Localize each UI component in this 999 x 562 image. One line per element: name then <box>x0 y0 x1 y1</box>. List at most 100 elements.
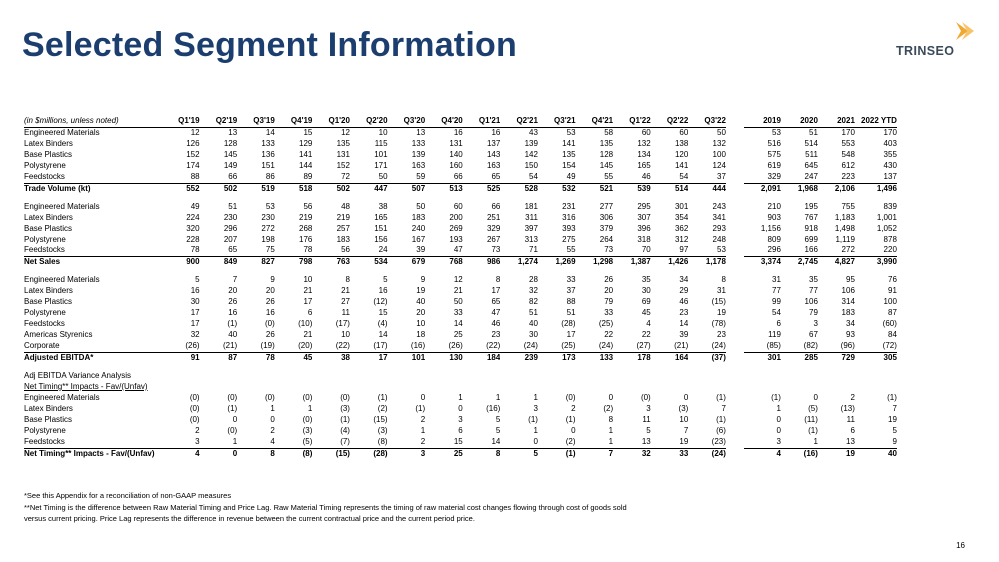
cell: (21) <box>222 341 238 351</box>
table-row: Engineered Materials 5 7 9 10 8 5 9 12 8 28 33 26 35 3… <box>24 275 897 286</box>
year-cell: 548 <box>841 149 855 159</box>
cell-gap <box>726 426 744 437</box>
cell: 152 <box>186 149 200 159</box>
cell: 1,178 <box>688 256 726 269</box>
cell: (8) <box>274 447 313 460</box>
cell: (1) <box>565 414 576 424</box>
year-cell: 3 <box>776 436 781 446</box>
cell: 25 <box>453 330 463 340</box>
cell: 362 <box>674 223 689 233</box>
cell: (21) <box>674 341 689 351</box>
cell-gap <box>726 330 744 341</box>
year-cell: 430 <box>883 160 897 170</box>
cell: 320 <box>186 223 200 233</box>
cell: (15) <box>711 297 726 307</box>
table-row: Base Plastics 30 26 26 17 27 (12) 40 50 65 82 88 79 6… <box>24 297 897 308</box>
cell: 35 <box>641 275 651 285</box>
cell: 178 <box>613 352 651 365</box>
cell: 243 <box>712 201 726 211</box>
year-cell: 2,091 <box>743 182 781 195</box>
cell: 17 <box>303 297 313 307</box>
cell: 40 <box>228 330 238 340</box>
cell: 230 <box>223 212 238 222</box>
cell: 100 <box>712 149 726 159</box>
cell: 50 <box>717 127 726 137</box>
year-cell: 314 <box>841 297 855 307</box>
cell: 12 <box>190 127 200 137</box>
cell: 56 <box>341 245 350 255</box>
cell: 4 <box>646 319 651 329</box>
cell: (23) <box>711 436 726 446</box>
year-cell: 903 <box>767 212 781 222</box>
cell-gap <box>726 172 744 183</box>
cell: 20 <box>265 286 275 296</box>
cell: 193 <box>449 234 463 244</box>
cell: 59 <box>416 171 426 181</box>
year-cell: (13) <box>840 403 855 413</box>
table-row: Latex Binders (0) (1) 1 1 (3) (2) (1) 0 (16) 3 2 (2)… <box>24 404 897 415</box>
cell: 136 <box>261 149 275 159</box>
year-cell: 170 <box>883 127 897 137</box>
cell: 0 <box>571 425 576 435</box>
cell: (8) <box>377 436 388 446</box>
cell: 10 <box>679 414 689 424</box>
page-number: 16 <box>956 541 965 550</box>
year-cell: 35 <box>809 275 818 285</box>
year-cell: 4 <box>743 447 781 460</box>
year-cell: (72) <box>882 341 897 351</box>
cell: 39 <box>679 330 689 340</box>
year-header: 2020 <box>780 116 818 128</box>
section-header: Adj EBITDA Variance Analysis <box>24 371 132 381</box>
cell: 128 <box>599 149 614 159</box>
cell: 18 <box>416 330 426 340</box>
row-label: Polystyrene <box>24 160 66 170</box>
year-cell: 645 <box>804 160 818 170</box>
cell: 46 <box>641 171 651 181</box>
year-cell: 11 <box>846 414 855 424</box>
year-cell: 223 <box>841 171 855 181</box>
row-label: Latex Binders <box>24 212 73 222</box>
cell: 78 <box>303 245 313 255</box>
cell: 10 <box>303 275 313 285</box>
cell: 7 <box>575 447 614 460</box>
cell: 293 <box>712 223 726 233</box>
cell: (1) <box>716 414 726 424</box>
cell: 4 <box>270 436 275 446</box>
row-label: Trade Volume (kt) <box>24 182 162 195</box>
cell: 97 <box>679 245 689 255</box>
year-cell: 878 <box>883 234 897 244</box>
cell: 86 <box>265 171 275 181</box>
cell: 60 <box>679 127 689 137</box>
cell: 0 <box>232 414 238 424</box>
row-label: Latex Binders <box>24 403 73 413</box>
cell: (24) <box>598 341 614 351</box>
cell: 23 <box>717 330 726 340</box>
year-cell: 7 <box>892 403 897 413</box>
cell-gap <box>726 224 744 235</box>
cell: 20 <box>604 286 614 296</box>
cell: 200 <box>449 212 463 222</box>
cell: 142 <box>524 149 538 159</box>
cell: 17 <box>349 352 388 365</box>
cell: (0) <box>227 425 238 435</box>
cell: (16) <box>410 341 426 351</box>
row-label: Latex Binders <box>24 138 73 148</box>
year-header: 2021 <box>817 116 855 128</box>
row-label: Feedstocks <box>24 171 65 181</box>
cell: 514 <box>650 182 689 195</box>
year-cell: 619 <box>767 160 781 170</box>
cell: 8 <box>608 414 614 424</box>
year-cell: (16) <box>780 447 818 460</box>
cell: 240 <box>411 223 426 233</box>
cell: 849 <box>199 256 238 269</box>
cell-gap <box>726 127 744 138</box>
table-row: Engineered Materials 12 13 14 15 12 10 13 16 16 43… <box>24 127 897 138</box>
year-cell: (1) <box>808 425 818 435</box>
year-cell: 137 <box>883 171 897 181</box>
cell: 16 <box>190 286 200 296</box>
year-cell: 729 <box>817 352 855 365</box>
spacer-row <box>24 364 897 371</box>
cell: 129 <box>299 138 313 148</box>
cell: 91 <box>162 352 200 365</box>
cell: 50 <box>453 297 463 307</box>
